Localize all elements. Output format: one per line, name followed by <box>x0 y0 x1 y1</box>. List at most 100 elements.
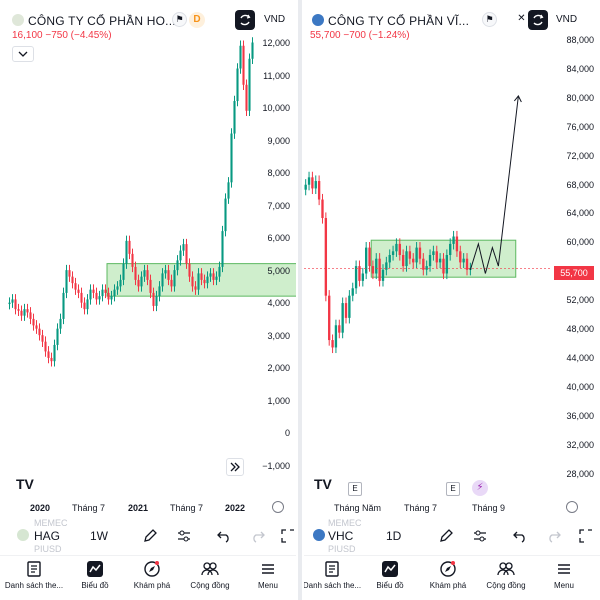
price-tick-label: 68,000 <box>566 179 594 190</box>
candle <box>110 296 113 300</box>
candle <box>23 309 26 316</box>
settings-gear-icon[interactable] <box>272 501 284 513</box>
community-icon <box>497 562 515 576</box>
sync-icon[interactable] <box>235 10 255 30</box>
price-tick-label: 7,000 <box>267 200 290 211</box>
candle <box>408 251 412 259</box>
ghost-symbol-bottom: PIUSD <box>328 544 356 554</box>
candle <box>239 45 242 69</box>
redo-icon[interactable] <box>546 528 562 544</box>
settings-gear-icon[interactable] <box>566 501 578 513</box>
earnings-event-badge[interactable]: E <box>446 482 460 496</box>
pane-divider[interactable] <box>298 0 302 600</box>
flag-icon[interactable]: ⚑ <box>172 12 187 27</box>
hag-candlestick-chart[interactable] <box>0 0 296 470</box>
close-icon[interactable]: ✕ <box>517 13 526 24</box>
candle <box>98 296 101 300</box>
time-tick-label: Tháng 7 <box>404 503 438 513</box>
candle <box>221 231 224 267</box>
chart-icon <box>382 561 398 577</box>
candle <box>56 328 59 345</box>
chart-pane-hag[interactable]: CÔNG TY CỔ PHẦN HO... ⚑ D 16,100 −750 (−… <box>0 0 296 600</box>
price-tick-label: 60,000 <box>566 237 594 248</box>
indicators-icon[interactable] <box>472 528 488 544</box>
candle <box>425 266 428 270</box>
earnings-event-badge[interactable]: E <box>348 482 362 496</box>
candle <box>405 251 408 267</box>
time-tick-label: Tháng 9 <box>472 503 506 513</box>
candle <box>53 344 56 362</box>
undo-icon[interactable] <box>216 528 232 544</box>
vhc-candlestick-chart[interactable] <box>304 0 600 470</box>
candle <box>233 101 236 134</box>
chart-pane-vhc[interactable]: CÔNG TY CỔ PHẦN VĨ... ⚑ 55,700 −700 (−1.… <box>304 0 600 600</box>
candle <box>113 289 116 297</box>
candle <box>170 279 173 287</box>
nav-explore[interactable]: Khám phá <box>418 560 478 590</box>
candle <box>438 258 442 263</box>
candle <box>197 273 200 290</box>
nav-watchlist[interactable]: Danh sách the... <box>304 560 362 590</box>
watchlist-icon <box>27 561 41 577</box>
fullscreen-icon[interactable] <box>280 528 296 544</box>
pencil-icon[interactable] <box>438 528 454 544</box>
collapse-button[interactable] <box>12 46 34 62</box>
symbol-title[interactable]: CÔNG TY CỔ PHẦN VĨ... <box>328 14 470 28</box>
candle <box>206 276 209 284</box>
projection-path <box>469 95 519 274</box>
candle <box>248 58 251 111</box>
nav-menu[interactable]: Menu <box>238 560 296 590</box>
candle <box>140 276 143 287</box>
candle <box>80 292 83 303</box>
price-tick-label: 52,000 <box>566 295 594 306</box>
interval-button[interactable]: 1D <box>386 529 402 543</box>
nav-explore[interactable]: Khám phá <box>122 560 182 590</box>
symbol-title[interactable]: CÔNG TY CỔ PHẦN HO... <box>28 14 176 28</box>
dividend-event-icon[interactable]: ⚡ <box>472 480 488 496</box>
bottom-nav: Danh sách the... Biểu đồ Khám phá Cộng đ… <box>304 555 600 600</box>
scroll-to-latest-button[interactable] <box>226 458 244 476</box>
nav-watchlist[interactable]: Danh sách the... <box>4 560 64 590</box>
tradingview-logo[interactable]: TV <box>16 476 34 492</box>
chart-toolbar: MEMEC HAG 1W PIUSD <box>0 518 296 554</box>
indicators-icon[interactable] <box>176 528 192 544</box>
candle <box>351 288 354 296</box>
nav-chart[interactable]: Biểu đồ <box>65 560 125 590</box>
candle <box>328 295 331 341</box>
candle <box>128 240 131 254</box>
price-tick-label: −1,000 <box>262 460 290 471</box>
candle <box>311 177 314 189</box>
sync-icon[interactable] <box>528 10 548 30</box>
nav-label: Cộng đồng <box>190 581 230 590</box>
candle <box>68 270 71 277</box>
tradingview-logo[interactable]: TV <box>314 476 332 492</box>
nav-label: Cộng đồng <box>486 581 526 590</box>
candle <box>251 42 254 59</box>
nav-community[interactable]: Cộng đồng <box>476 560 536 590</box>
candle <box>321 199 324 219</box>
interval-button[interactable]: 1W <box>90 529 108 543</box>
pencil-icon[interactable] <box>142 528 158 544</box>
symbol-button[interactable]: VHC <box>328 529 354 543</box>
candle <box>331 340 334 348</box>
candle <box>317 181 321 200</box>
nav-chart[interactable]: Biểu đồ <box>360 560 420 590</box>
undo-icon[interactable] <box>512 528 528 544</box>
nav-label: Danh sách the... <box>4 581 64 590</box>
candle <box>398 243 401 255</box>
candle <box>361 273 364 281</box>
ghost-symbol-top: MEMEC <box>34 518 68 528</box>
candle <box>188 263 191 277</box>
price-tick-label: 11,000 <box>263 70 290 81</box>
time-tick-label: 2022 <box>225 503 246 513</box>
nav-community[interactable]: Cộng đồng <box>180 560 240 590</box>
symbol-button[interactable]: HAG <box>34 529 61 543</box>
fullscreen-icon[interactable] <box>578 528 594 544</box>
candle <box>8 302 11 305</box>
redo-icon[interactable] <box>250 528 266 544</box>
price-tick-label: 2,000 <box>267 363 290 373</box>
nav-menu[interactable]: Menu <box>534 560 594 590</box>
flag-icon[interactable]: ⚑ <box>482 12 497 27</box>
data-delay-badge[interactable]: D <box>189 12 205 28</box>
projection-arrowhead <box>513 95 522 103</box>
